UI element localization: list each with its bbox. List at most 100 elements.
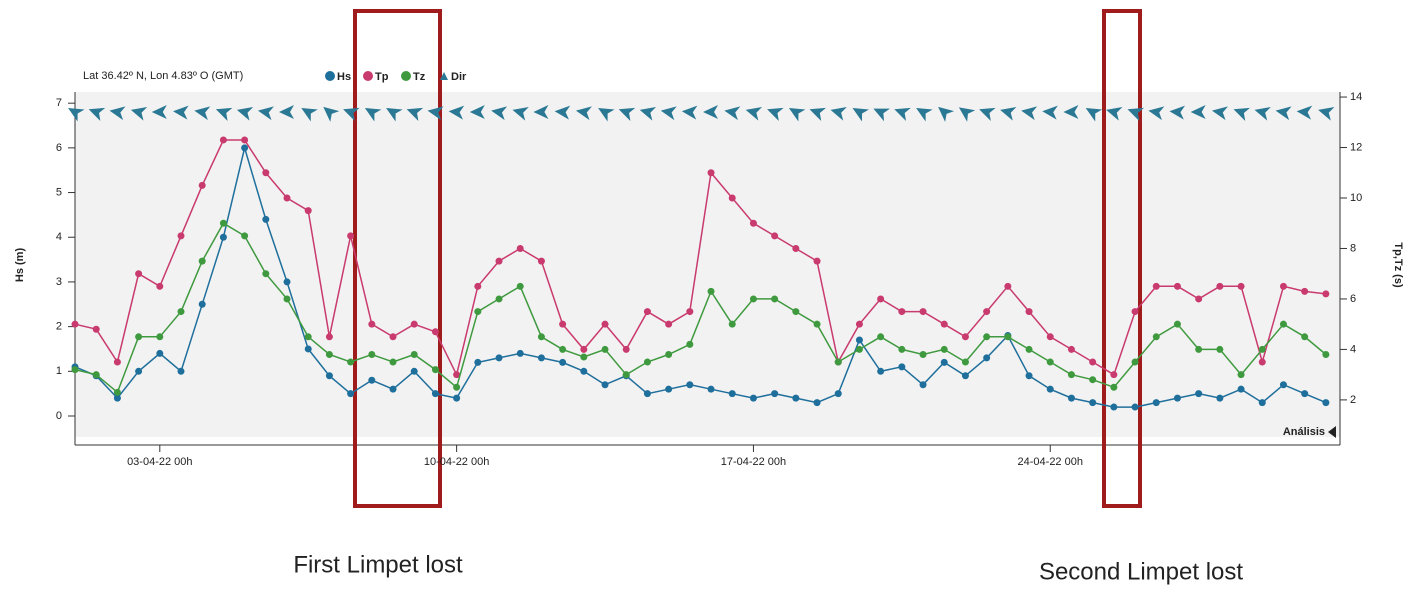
data-point — [771, 390, 779, 398]
data-point — [601, 320, 609, 328]
data-point — [1152, 282, 1160, 290]
data-point — [749, 219, 757, 227]
data-point — [135, 367, 143, 375]
direction-arrow — [681, 105, 698, 120]
y-tick-label: 7 — [56, 97, 62, 109]
direction-arrow — [469, 105, 485, 119]
data-point — [1046, 358, 1054, 366]
data-point — [580, 367, 588, 375]
data-point — [983, 354, 991, 362]
y-tick-label: 6 — [56, 142, 62, 154]
data-point — [665, 320, 673, 328]
data-point — [495, 354, 503, 362]
data-point — [749, 295, 757, 303]
data-point — [686, 340, 694, 348]
data-point — [241, 232, 249, 240]
data-point — [431, 390, 439, 398]
data-point — [813, 399, 821, 407]
data-point — [961, 372, 969, 380]
direction-arrow — [767, 107, 784, 121]
direction-arrow — [364, 108, 382, 122]
data-point — [1004, 282, 1012, 290]
y-axis-label: Hs (m) — [14, 248, 26, 283]
data-point — [1089, 358, 1097, 366]
data-point — [707, 169, 715, 177]
data-point — [1322, 350, 1330, 358]
data-point — [537, 333, 545, 341]
data-point — [283, 278, 291, 286]
data-point — [1216, 394, 1224, 402]
data-point — [1258, 345, 1266, 353]
data-point — [71, 366, 79, 374]
y2-tick-label: 4 — [1350, 343, 1356, 355]
data-point — [198, 181, 206, 189]
direction-arrow — [491, 106, 508, 121]
data-point — [537, 354, 545, 362]
data-point — [325, 350, 333, 358]
legend-label: Dir — [451, 71, 467, 83]
data-point — [559, 320, 567, 328]
data-point — [940, 320, 948, 328]
legend-symbol — [325, 71, 335, 81]
data-point — [940, 358, 948, 366]
data-point — [262, 270, 270, 278]
data-point — [940, 345, 948, 353]
data-point — [622, 371, 630, 379]
direction-arrow — [958, 107, 976, 122]
data-point — [898, 363, 906, 371]
direction-arrow — [745, 107, 763, 121]
data-point — [410, 320, 418, 328]
data-point — [665, 385, 673, 393]
data-point — [559, 358, 567, 366]
data-point — [1131, 308, 1139, 316]
direction-arrow — [1169, 105, 1186, 120]
direction-arrow — [194, 106, 211, 121]
data-point — [516, 282, 524, 290]
data-point — [686, 308, 694, 316]
plot-area — [75, 92, 1340, 437]
direction-arrow — [830, 107, 847, 121]
data-point — [135, 333, 143, 341]
data-point — [1067, 371, 1075, 379]
data-point — [347, 232, 355, 240]
data-point — [665, 350, 673, 358]
direction-arrow — [809, 107, 827, 121]
data-point — [771, 232, 779, 240]
data-point — [1173, 282, 1181, 290]
y-tick-label: 4 — [56, 231, 62, 243]
data-point — [1301, 390, 1309, 398]
direction-arrow — [1148, 106, 1165, 121]
data-point — [453, 371, 461, 379]
direction-arrow — [1233, 107, 1251, 121]
data-point — [792, 394, 800, 402]
data-point — [1279, 282, 1287, 290]
data-point — [855, 345, 863, 353]
analysis-arrow — [1328, 426, 1336, 438]
legend-label: Tz — [413, 71, 426, 83]
data-point — [431, 328, 439, 336]
data-point — [771, 295, 779, 303]
data-point — [877, 295, 885, 303]
data-point — [241, 144, 249, 152]
data-point — [1301, 287, 1309, 295]
direction-arrow — [1000, 107, 1017, 121]
y-tick-label: 5 — [56, 186, 62, 198]
analysis-label: Análisis — [1283, 426, 1325, 438]
data-point — [92, 371, 100, 379]
data-point — [898, 345, 906, 353]
y2-tick-label: 2 — [1350, 394, 1356, 406]
annotation: Second Limpet lost — [1039, 558, 1243, 585]
direction-arrow — [343, 107, 360, 121]
chart-title: Lat 36.42º N, Lon 4.83º O (GMT) — [83, 70, 243, 82]
direction-arrow — [1106, 107, 1123, 121]
data-point — [1110, 403, 1118, 411]
data-point — [1279, 320, 1287, 328]
data-point — [325, 333, 333, 341]
data-point — [813, 320, 821, 328]
data-point — [135, 270, 143, 278]
direction-arrow — [873, 108, 890, 122]
data-point — [919, 308, 927, 316]
direction-arrow — [724, 106, 741, 121]
data-point — [156, 349, 164, 357]
direction-arrow — [68, 108, 85, 122]
